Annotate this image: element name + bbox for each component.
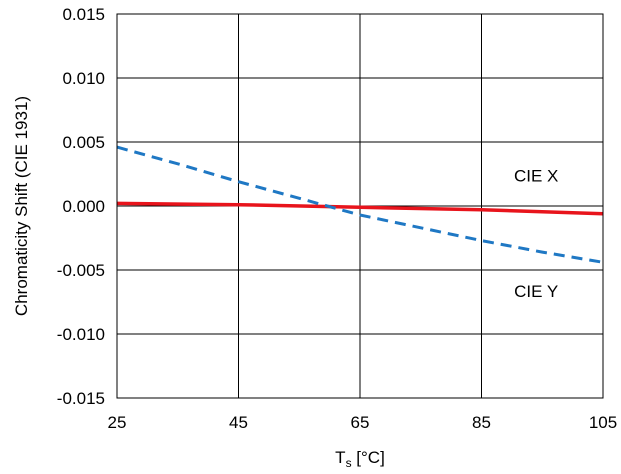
y-tick-label: 0.000	[62, 197, 105, 216]
y-tick-label: 0.005	[62, 133, 105, 152]
x-tick-label: 45	[229, 413, 248, 432]
x-axis-title: Ts [°C]	[335, 448, 385, 470]
y-tick-label: -0.015	[57, 389, 105, 408]
y-tick-label: 0.010	[62, 69, 105, 88]
x-tick-label: 65	[351, 413, 370, 432]
series-group	[116, 145, 604, 264]
x-axis-title-main: T	[335, 448, 345, 467]
x-tick-label: 85	[472, 413, 491, 432]
y-tick-label: -0.010	[57, 325, 105, 344]
annotations: CIE X CIE Y	[514, 167, 558, 301]
y-tick-label: 0.015	[62, 5, 105, 24]
series-line-cie-y	[116, 145, 604, 264]
y-tick-label: -0.005	[57, 261, 105, 280]
series-label-cie-y: CIE Y	[514, 282, 558, 301]
series-label-cie-x: CIE X	[514, 167, 558, 186]
tick-labels: 25 45 65 85 105 -0.015 -0.010 -0.005 0.000 0.005 0…	[57, 5, 617, 432]
x-tick-label: 105	[589, 413, 617, 432]
plot-frame	[116, 13, 604, 399]
series-line-cie-x	[116, 201, 604, 216]
y-axis-title: Chromaticity Shift (CIE 1931)	[12, 96, 31, 316]
x-axis-title-unit: [°C]	[352, 448, 385, 467]
x-axis-title-subscript: s	[346, 456, 352, 470]
x-tick-label: 25	[108, 413, 127, 432]
